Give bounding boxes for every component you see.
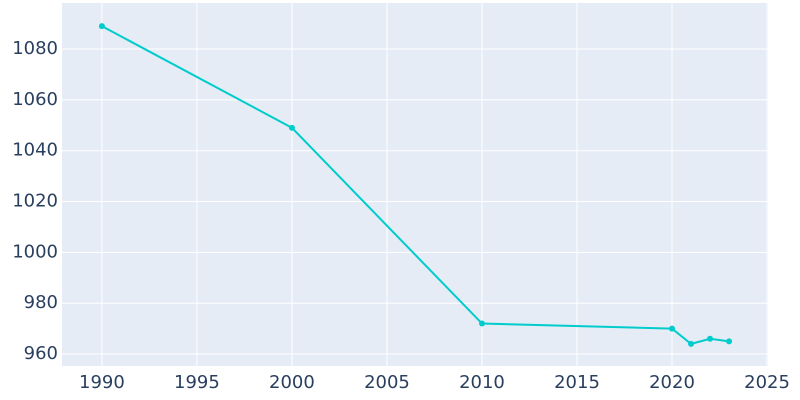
x-tick-label: 2015: [554, 372, 600, 393]
y-tick-label: 1000: [12, 241, 58, 262]
point: [98, 23, 105, 30]
x-tick-label: 2000: [269, 372, 315, 393]
y-tick-label: 980: [24, 292, 58, 313]
y-tick-label: 960: [24, 343, 58, 364]
point: [288, 124, 295, 131]
point: [688, 340, 695, 347]
x-tick-label: 2020: [649, 372, 695, 393]
point: [707, 335, 714, 342]
x-tick-label: 1995: [174, 372, 220, 393]
point: [669, 325, 676, 332]
point: [726, 338, 733, 345]
x-tick-label: 2025: [744, 372, 790, 393]
point: [478, 320, 485, 327]
y-tick-label: 1020: [12, 191, 58, 212]
x-tick-label: 2010: [459, 372, 505, 393]
y-tick-label: 1060: [12, 89, 58, 110]
plot-area: [62, 3, 768, 366]
x-tick-label: 2005: [364, 372, 410, 393]
y-tick-label: 1040: [12, 140, 58, 161]
x-tick-label: 1990: [79, 372, 125, 393]
y-tick-label: 1080: [12, 38, 58, 59]
